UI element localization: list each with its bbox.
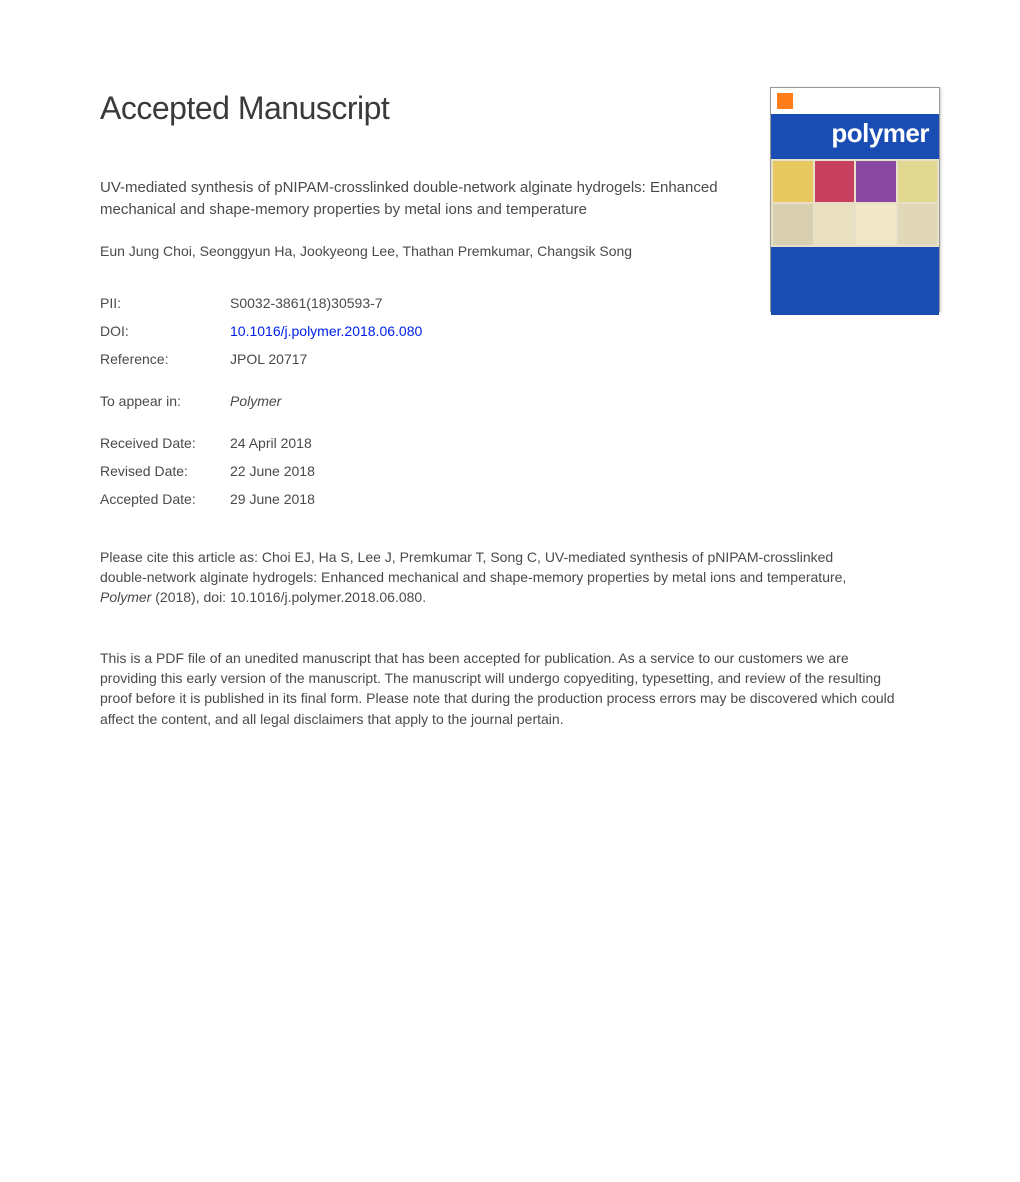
article-title: UV-mediated synthesis of pNIPAM-crosslin… — [100, 177, 720, 221]
meta-label: Revised Date: — [100, 463, 230, 479]
cover-footer — [771, 247, 939, 315]
cover-journal-name: polymer — [771, 114, 939, 159]
meta-row-received: Received Date: 24 April 2018 — [100, 435, 920, 451]
cover-art — [771, 159, 939, 247]
citation-suffix: (2018), doi: 10.1016/j.polymer.2018.06.0… — [151, 589, 426, 605]
disclaimer-text: This is a PDF file of an unedited manusc… — [100, 648, 900, 729]
metadata-table: PII: S0032-3861(18)30593-7 DOI: 10.1016/… — [100, 295, 920, 507]
content-wrap: polymer UV-mediated synthesis of pNIPAM-… — [100, 177, 920, 729]
meta-value: JPOL 20717 — [230, 351, 307, 367]
meta-label: DOI: — [100, 323, 230, 339]
meta-label: Accepted Date: — [100, 491, 230, 507]
citation-journal: Polymer — [100, 589, 151, 605]
meta-row-reference: Reference: JPOL 20717 — [100, 351, 920, 367]
meta-label: PII: — [100, 295, 230, 311]
meta-value: 22 June 2018 — [230, 463, 315, 479]
meta-row-accepted: Accepted Date: 29 June 2018 — [100, 491, 920, 507]
citation-prefix: Please cite this article as: Choi EJ, Ha… — [100, 549, 846, 585]
meta-label: Reference: — [100, 351, 230, 367]
meta-row-appear: To appear in: Polymer — [100, 393, 920, 409]
journal-cover: polymer — [770, 87, 940, 312]
meta-row-revised: Revised Date: 22 June 2018 — [100, 463, 920, 479]
meta-value: 29 June 2018 — [230, 491, 315, 507]
meta-value: Polymer — [230, 393, 281, 409]
article-authors: Eun Jung Choi, Seonggyun Ha, Jookyeong L… — [100, 241, 660, 261]
meta-row-doi: DOI: 10.1016/j.polymer.2018.06.080 — [100, 323, 920, 339]
doi-link[interactable]: 10.1016/j.polymer.2018.06.080 — [230, 323, 422, 339]
publisher-logo-icon — [777, 93, 793, 109]
meta-label: Received Date: — [100, 435, 230, 451]
meta-value: 24 April 2018 — [230, 435, 312, 451]
citation-text: Please cite this article as: Choi EJ, Ha… — [100, 547, 860, 608]
meta-label: To appear in: — [100, 393, 230, 409]
meta-value: S0032-3861(18)30593-7 — [230, 295, 383, 311]
cover-header — [771, 88, 939, 114]
